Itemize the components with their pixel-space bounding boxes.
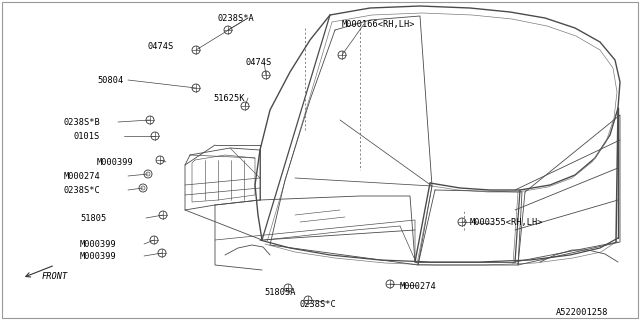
Text: 0238S*C: 0238S*C [64, 186, 100, 195]
Text: 0101S: 0101S [74, 132, 100, 141]
Text: 50804: 50804 [97, 76, 124, 85]
Text: 0474S: 0474S [148, 42, 174, 51]
Text: 0474S: 0474S [246, 58, 272, 67]
Text: 0238S*B: 0238S*B [64, 118, 100, 127]
Text: M000399: M000399 [80, 240, 116, 249]
Text: M000274: M000274 [400, 282, 436, 291]
Text: M000399: M000399 [80, 252, 116, 261]
Text: 51805: 51805 [80, 214, 106, 223]
Text: 0238S*A: 0238S*A [218, 14, 255, 23]
Text: M000355<RH,LH>: M000355<RH,LH> [470, 218, 543, 227]
Text: FRONT: FRONT [42, 272, 68, 281]
Text: 51805A: 51805A [264, 288, 296, 297]
Text: M000166<RH,LH>: M000166<RH,LH> [342, 20, 415, 29]
Text: M000274: M000274 [64, 172, 100, 181]
Text: M000399: M000399 [97, 158, 134, 167]
Text: 51625K: 51625K [213, 94, 244, 103]
Text: A522001258: A522001258 [556, 308, 609, 317]
Text: 0238S*C: 0238S*C [300, 300, 337, 309]
